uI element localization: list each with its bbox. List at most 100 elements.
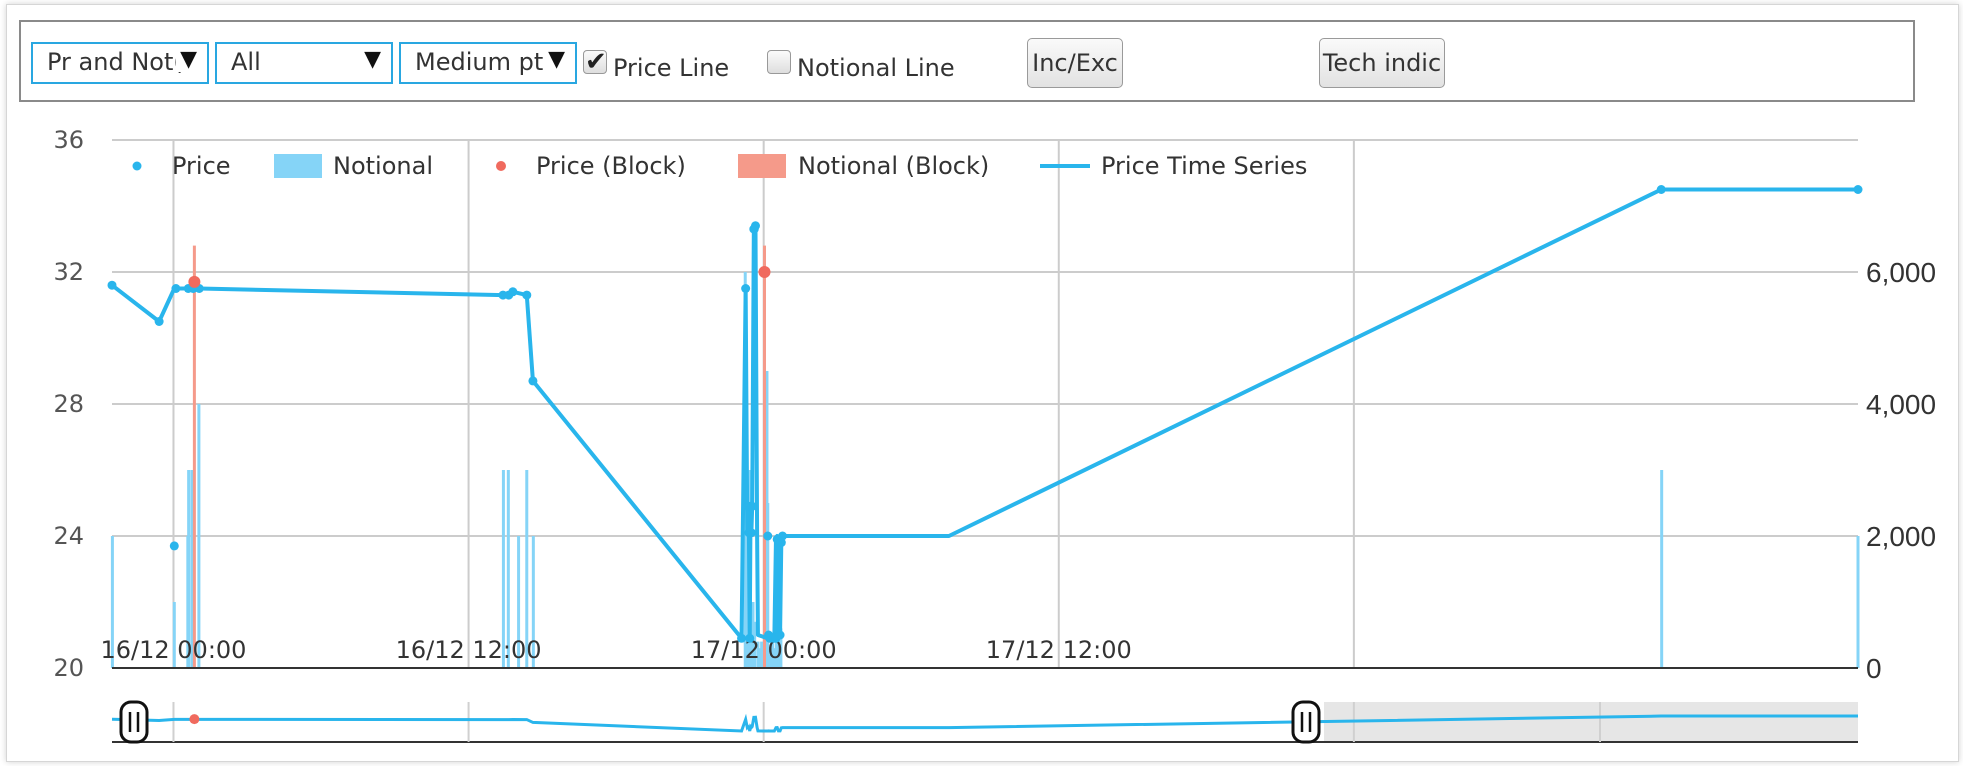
y-right-tick-label: 4,000	[1866, 389, 1936, 420]
price-point	[750, 221, 760, 231]
price-point	[1853, 185, 1863, 194]
notional-bar	[753, 621, 757, 668]
points-size-dropdown-value: Medium pts	[415, 48, 556, 76]
y-right-tick-label: 6,000	[1866, 257, 1936, 288]
notional-bar	[187, 470, 191, 668]
price-point	[528, 376, 538, 386]
notional-bar	[1856, 536, 1860, 668]
legend-price-marker	[132, 161, 142, 171]
legend-price-series-label: Price Time Series	[1101, 152, 1307, 180]
price-block-point	[188, 275, 201, 288]
price-point	[745, 633, 755, 643]
price-point	[107, 280, 117, 290]
chart-toolbar: Pr and Not(l ▼ All ▼ Medium pts ▼ ✔ Pric…	[19, 20, 1915, 102]
legend-notional-block-swatch	[738, 154, 786, 178]
notional-bar	[197, 404, 201, 668]
notional-bar	[517, 536, 521, 668]
tech-indicators-button[interactable]: Tech indic	[1319, 38, 1445, 88]
legend-notional-swatch	[274, 154, 322, 178]
price-point	[737, 633, 747, 643]
notional-bar	[501, 470, 505, 668]
mode-dropdown-value: Pr and Not(l	[47, 48, 190, 76]
filter-dropdown-value: All	[231, 48, 261, 76]
price-point	[775, 630, 785, 640]
checkmark-icon: ✔	[585, 46, 607, 76]
price-point	[747, 501, 757, 511]
price-line-path	[110, 187, 1858, 641]
price-point	[508, 287, 518, 297]
notional-bar	[769, 648, 773, 668]
notional-bar	[525, 470, 529, 668]
notional-bars	[110, 245, 1860, 668]
chart-grid	[112, 139, 1858, 668]
price-point	[171, 284, 181, 293]
y-right-tick-label: 0	[1866, 653, 1882, 684]
notional-bar	[766, 503, 770, 668]
drag-handle-icon	[1291, 700, 1321, 744]
range-navigator[interactable]	[111, 700, 1858, 744]
chevron-down-icon: ▼	[360, 47, 381, 72]
points-size-dropdown[interactable]: Medium pts ▼	[399, 42, 577, 84]
notional-line-checkbox[interactable]	[767, 50, 791, 74]
x-tick-label: 17/12 00:00	[691, 636, 837, 664]
y-right-tick-label: 2,000	[1866, 521, 1936, 552]
x-tick-label: 16/12 00:00	[100, 636, 246, 664]
mode-dropdown[interactable]: Pr and Not(l ▼	[31, 42, 209, 84]
notional-block-bar	[762, 245, 766, 668]
navigator-unselected-region	[1324, 702, 1858, 742]
notional-bar	[531, 536, 535, 668]
legend-notional-block-label: Notional (Block)	[798, 152, 989, 180]
y-left-tick-label: 24	[53, 522, 84, 550]
price-time-series-line	[110, 187, 1858, 641]
notional-line-label: Notional Line	[797, 54, 955, 82]
price-line-checkbox[interactable]: ✔	[583, 46, 607, 76]
notional-bar	[110, 536, 114, 668]
price-point	[1656, 185, 1666, 194]
price-point	[154, 317, 164, 326]
notional-bar	[772, 648, 776, 668]
chart-axes: 36 32 28 24 20 16/12 00:00 16/12 12:00 17/12 00…	[53, 126, 1936, 684]
price-point	[741, 284, 751, 293]
price-block-point	[758, 266, 771, 278]
navigator-handle-right[interactable]	[1291, 700, 1321, 744]
y-left-tick-label: 32	[53, 258, 84, 286]
chevron-down-icon: ▼	[176, 47, 197, 72]
legend-notional-label: Notional	[333, 152, 433, 180]
x-tick-label: 17/12 12:00	[986, 636, 1132, 664]
notional-bar	[1660, 470, 1664, 668]
navigator-handle-left[interactable]	[119, 700, 149, 744]
notional-bar	[751, 602, 755, 668]
filter-dropdown[interactable]: All ▼	[215, 42, 393, 84]
legend-price-block-marker	[496, 161, 506, 171]
notional-bar	[756, 641, 760, 668]
y-left-tick-label: 28	[53, 390, 84, 418]
y-left-tick-label: 36	[53, 126, 84, 154]
y-left-tick-label: 20	[53, 654, 84, 682]
price-point	[778, 531, 788, 541]
inc-exc-button[interactable]: Inc/Exc	[1027, 38, 1123, 88]
price-point	[763, 531, 773, 541]
notional-bar	[779, 628, 783, 668]
notional-bar	[758, 648, 762, 668]
legend-price-label: Price	[172, 152, 231, 180]
chart-legend[interactable]: Price Notional Price (Block) Notional (Bloc…	[132, 152, 1308, 180]
notional-bar	[506, 470, 510, 668]
chart-panel	[6, 4, 1959, 762]
legend-price-block-label: Price (Block)	[536, 152, 686, 180]
notional-bar	[774, 641, 778, 668]
navigator-block-point	[189, 714, 200, 725]
notional-block-bar	[192, 245, 196, 668]
notional-bar	[745, 503, 749, 668]
notional-bar	[767, 654, 771, 668]
notional-bar	[172, 602, 176, 668]
chevron-down-icon: ▼	[544, 47, 565, 72]
notional-bar	[190, 470, 194, 668]
price-points	[107, 185, 1863, 643]
price-line-label: Price Line	[613, 54, 730, 82]
drag-handle-icon	[119, 700, 149, 744]
price-point	[169, 541, 179, 551]
price-point	[746, 528, 756, 538]
x-tick-label: 16/12 12:00	[396, 636, 542, 664]
notional-bar	[760, 641, 764, 668]
